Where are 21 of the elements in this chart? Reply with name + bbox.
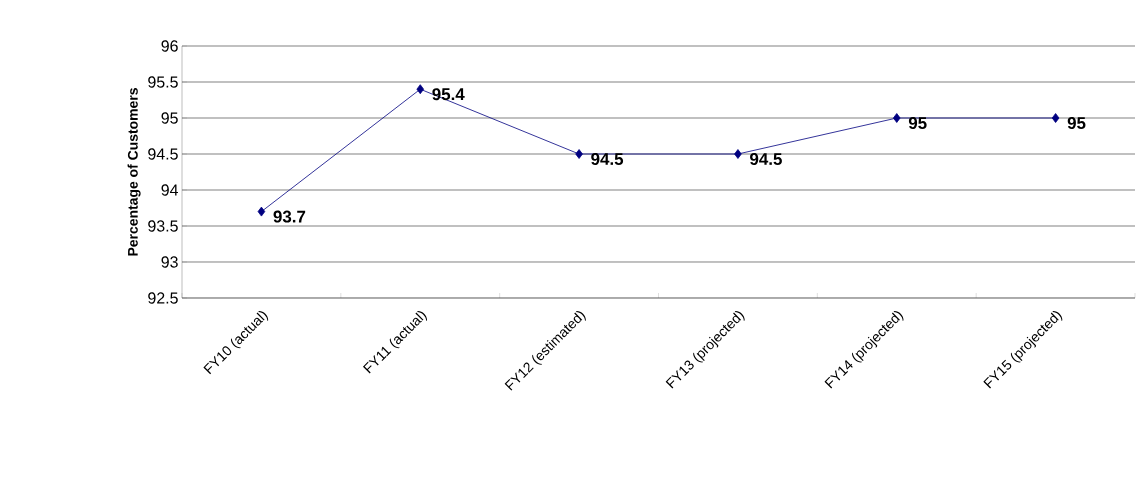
data-label: 95 <box>908 117 927 129</box>
y-axis-title: Percentage of Customers <box>127 88 141 256</box>
y-tick-label: 94 <box>161 184 178 196</box>
data-label: 93.7 <box>273 210 306 223</box>
y-tick-label: 95.5 <box>148 76 178 88</box>
point <box>416 84 425 95</box>
y-tick-label: 93 <box>161 256 178 268</box>
point <box>734 149 742 159</box>
point <box>892 113 901 123</box>
data-label: 94.5 <box>750 153 782 165</box>
point <box>575 149 583 159</box>
point <box>1051 113 1060 123</box>
point <box>257 206 266 217</box>
y-tick-label: 96 <box>161 40 178 52</box>
data-label: 95 <box>1067 117 1086 129</box>
y-tick-label: 93.5 <box>148 220 178 232</box>
y-tick-label: 92.5 <box>148 292 178 304</box>
data-label: 94.5 <box>591 153 624 165</box>
y-tick-label: 94.5 <box>148 148 178 160</box>
y-tick-label: 95 <box>161 112 178 124</box>
data-label: 95.4 <box>432 88 465 101</box>
